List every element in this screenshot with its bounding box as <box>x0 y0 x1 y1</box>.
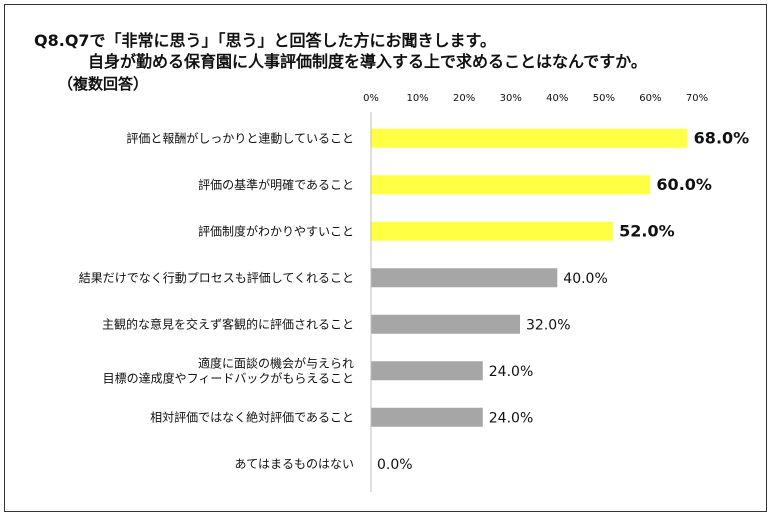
data-label: 24.0% <box>489 410 533 426</box>
category-label: 適度に面談の機会が与えられ <box>198 355 354 370</box>
data-label: 32.0% <box>526 317 570 333</box>
category-label: 主観的な意見を交えず客観的に評価されること <box>102 316 354 331</box>
bar <box>371 361 483 381</box>
x-tick-label: 0% <box>363 93 379 104</box>
data-label: 24.0% <box>489 364 533 380</box>
x-tick-label: 10% <box>406 93 428 104</box>
x-tick-label: 40% <box>546 93 568 104</box>
category-label: 評価制度がわかりやすいこと <box>198 223 354 238</box>
category-label: 相対評価ではなく絶対評価であること <box>150 409 354 424</box>
category-label: 評価の基準が明確であること <box>198 177 354 192</box>
category-label: あてはまるものはない <box>234 457 354 471</box>
category-label: 結果だけでなく行動プロセスも評価してくれること <box>79 270 354 285</box>
data-label: 40.0% <box>563 271 607 287</box>
data-label: 0.0% <box>377 457 413 473</box>
bar <box>371 268 558 288</box>
chart-title-line-2: 自身が勤める保育園に人事評価制度を導入する上で求めることはなんですか。 <box>88 52 647 71</box>
bar <box>371 128 688 148</box>
category-label: 目標の達成度やフィードバックがもらえること <box>103 370 354 385</box>
chart-frame <box>4 4 767 512</box>
x-tick-label: 70% <box>686 93 708 104</box>
x-tick-label: 60% <box>639 93 661 104</box>
data-label: 60.0% <box>656 175 712 194</box>
bar <box>371 314 521 334</box>
bar <box>371 407 483 427</box>
category-label: 評価と報酬がしっかりと連動していること <box>126 130 354 145</box>
bar <box>371 221 614 241</box>
x-tick-label: 50% <box>593 93 615 104</box>
bar <box>371 175 651 195</box>
data-label: 52.0% <box>619 221 675 240</box>
x-tick-label: 20% <box>453 93 475 104</box>
chart-title-line-1: Q8.Q7で「非常に思う」「思う」と回答した方にお聞きします。 <box>34 31 496 50</box>
x-tick-label: 30% <box>500 93 522 104</box>
chart-title-note: （複数回答） <box>58 75 149 93</box>
data-label: 68.0% <box>694 128 750 147</box>
